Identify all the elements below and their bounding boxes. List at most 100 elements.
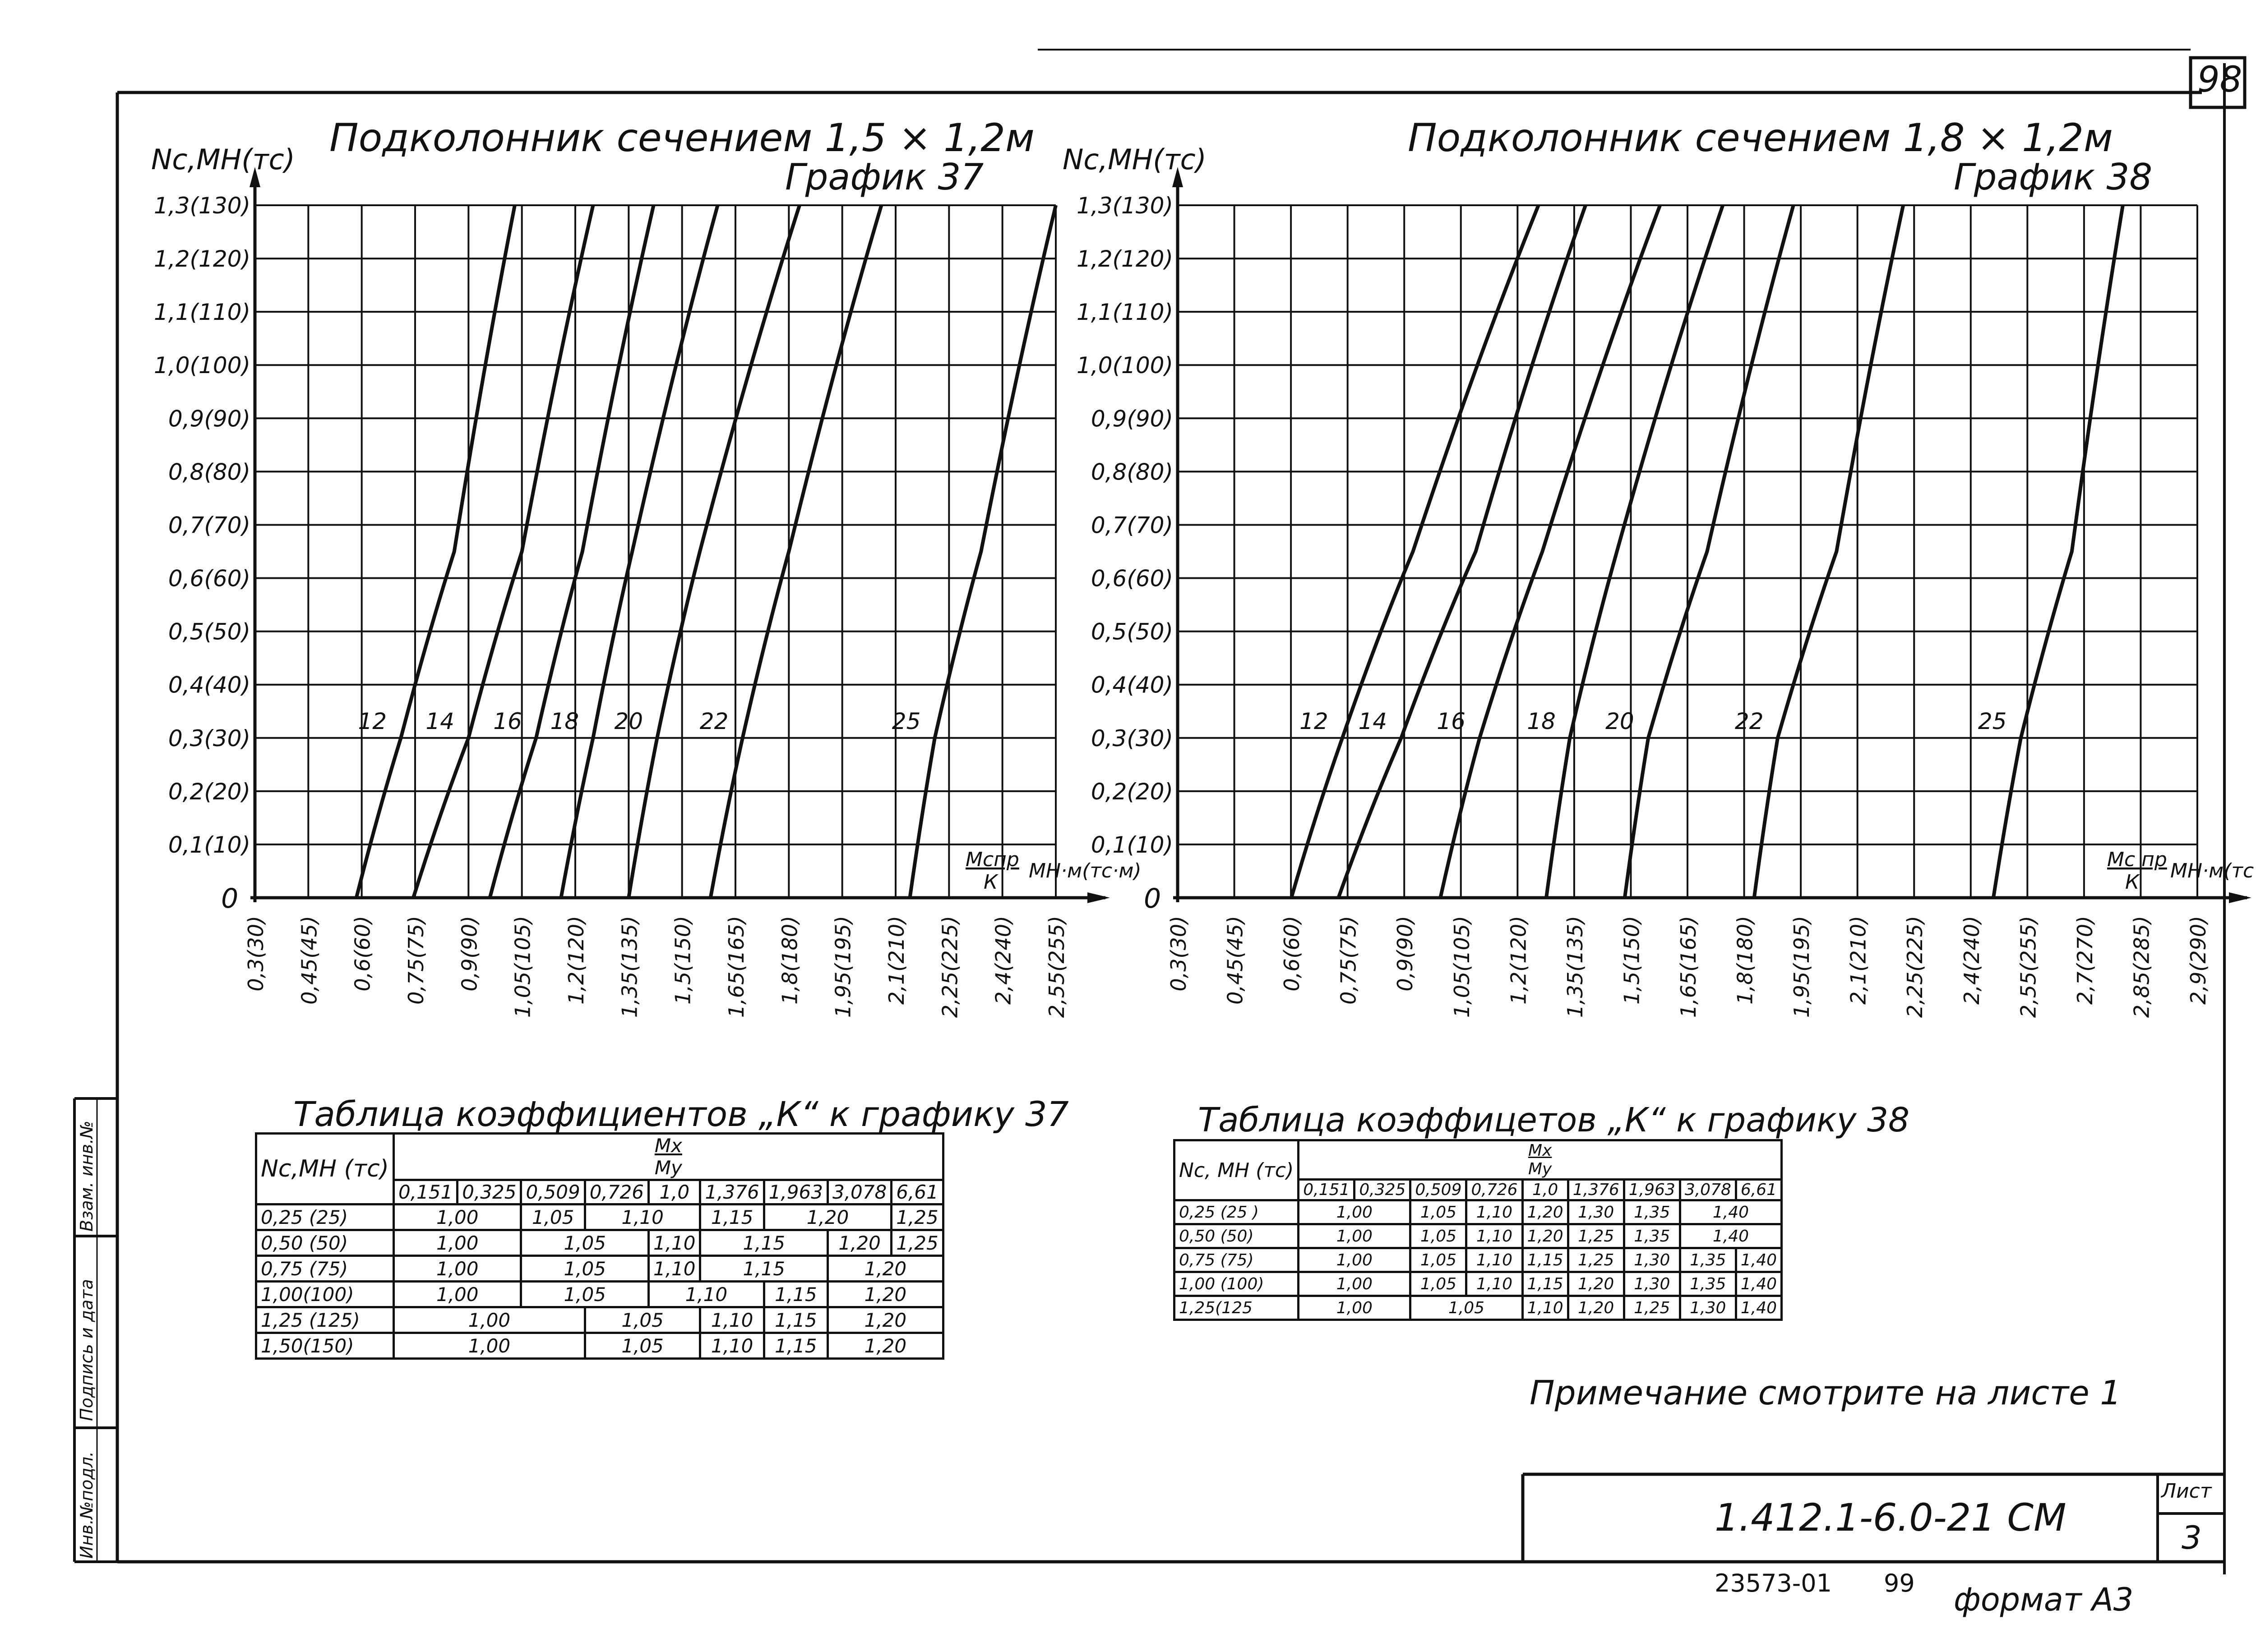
page-number: 98 (2197, 60, 2242, 100)
coefficient-cell: 1,40 (1678, 1199, 1783, 1225)
x-axis-arrow (2229, 892, 2251, 903)
coefficient-cell: 1,15 (699, 1229, 829, 1257)
coefficient-cell: 1,20 (826, 1255, 944, 1283)
x-tick-label: 1,05(105) (1450, 916, 1474, 1018)
y-tick-label: 0,2(20) (168, 779, 250, 805)
x-tick-label: 0,9(90) (457, 916, 481, 992)
x-tick-label: 2,25(225) (938, 916, 962, 1018)
table-38-caption: Таблица коэффицетов „К“ к графику 38 (1198, 1101, 1910, 1140)
coefficient-cell: 1,05 (520, 1229, 650, 1257)
curve-12 (1290, 204, 1540, 899)
y-tick-label: 0,9(90) (1091, 406, 1173, 432)
y-tick-label: 0,1(10) (1091, 832, 1173, 858)
column-header: 1,963 (1623, 1178, 1681, 1201)
coefficient-cell: 1,10 (699, 1306, 765, 1334)
coefficient-cell: 1,05 (1409, 1271, 1468, 1297)
coefficient-cell: 1,30 (1623, 1271, 1681, 1297)
coefficient-cell: 1,20 (826, 1229, 893, 1257)
chart-subtitle: График 38 (1954, 156, 2152, 198)
column-header: 0,509 (520, 1179, 586, 1205)
curve-label-16: 16 (1437, 708, 1465, 734)
x-tick-label: 0,9(90) (1393, 916, 1417, 992)
x-tick-label: 1,2(120) (1506, 916, 1530, 1005)
coefficient-cell: 1,35 (1678, 1247, 1737, 1273)
coefficient-cell: 1,10 (647, 1229, 702, 1257)
coefficient-cell: 1,40 (1734, 1295, 1783, 1321)
y-axis-label: Nс,МН(тс) (1063, 143, 1207, 176)
column-header: 3,078 (826, 1179, 893, 1205)
y-tick-label: 0,7(70) (1091, 512, 1173, 538)
coefficient-cell: 1,40 (1678, 1223, 1783, 1249)
x-tick-label: 0,45(45) (1223, 916, 1248, 1005)
x-tick-label: 1,35(135) (617, 916, 642, 1018)
row-label: 0,75 (75) (255, 1255, 395, 1283)
coefficient-cell: 1,00 (1297, 1271, 1412, 1297)
coefficient-cell: 1,05 (520, 1280, 650, 1308)
coefficient-cell: 1,15 (763, 1280, 829, 1308)
coefficient-cell: 1,20 (826, 1280, 944, 1308)
x-tick-label: 2,1(210) (884, 916, 909, 1005)
x-tick-label: 1,5(150) (671, 916, 695, 1005)
x-tick-label: 1,8(180) (1733, 916, 1757, 1005)
chart-title: Подколонник сечением 1,8 × 1,2м (1408, 115, 2113, 161)
column-header: 0,509 (1409, 1178, 1468, 1201)
curve-label-22: 22 (700, 708, 729, 734)
coefficient-cell: 1,40 (1734, 1271, 1783, 1297)
column-header: 0,325 (1353, 1178, 1412, 1201)
y-tick-label: 1,3(130) (154, 193, 250, 219)
curve-22 (1752, 205, 1905, 898)
y-tick-label: 1,2(120) (1077, 246, 1173, 272)
coefficient-cell: 1,40 (1734, 1247, 1783, 1273)
coefficient-cell: 1,30 (1623, 1247, 1681, 1273)
y-tick-label: 0,3(30) (1091, 725, 1173, 752)
table-row: 0,25 (25) 1,00 1,05 1,10 1,15 1,20 1,25 (255, 1203, 944, 1231)
x-tick-label: 0,6(60) (1280, 916, 1304, 992)
table-row: 0,75 (75) 1,00 1,05 1,10 1,15 1,20 (255, 1255, 944, 1283)
y-tick-label: 0,8(80) (1091, 459, 1173, 485)
curve-22 (708, 204, 883, 898)
column-header: 1,963 (763, 1179, 829, 1205)
y-tick-label: 1,1(110) (1077, 299, 1173, 325)
x-axis-label-denominator: К (984, 871, 999, 894)
coefficient-cell: 1,25 (890, 1229, 944, 1257)
coefficient-cell: 1,15 (763, 1306, 829, 1334)
coefficient-cell: 1,20 (1567, 1295, 1625, 1321)
coefficient-cell: 1,35 (1623, 1199, 1681, 1225)
curve-25 (908, 205, 1058, 898)
archive-page: 99 (1884, 1569, 1915, 1597)
x-tick-label: 2,4(240) (1960, 916, 1984, 1005)
y-tick-label: 0,6(60) (168, 566, 250, 592)
note-text: Примечание смотрите на листе 1 (1530, 1374, 2122, 1412)
coefficient-cell: 1,20 (1567, 1271, 1625, 1297)
mx-label: Мх (1528, 1141, 1552, 1160)
row-label: 0,25 (25) (255, 1203, 395, 1231)
curve-label-25: 25 (892, 708, 921, 734)
x-axis-label-numerator: Мспр (966, 848, 1019, 871)
coefficient-cell: 1,10 (583, 1203, 702, 1231)
mx-label: Мх (654, 1135, 682, 1157)
column-header: 1,376 (1567, 1178, 1625, 1201)
y-tick-label: 0,4(40) (1091, 672, 1173, 698)
x-tick-label: 2,25(225) (1903, 916, 1927, 1018)
coefficient-cell: 1,10 (1465, 1199, 1524, 1225)
x-tick-label: 0,45(45) (297, 916, 321, 1005)
y-axis-arrow (1172, 167, 1183, 187)
coefficient-cell: 1,05 (1409, 1223, 1468, 1249)
table-row: 0,75 (75) 1,00 1,05 1,10 1,15 1,25 1,30 1,35 1,4… (1173, 1247, 1783, 1273)
curve-20 (1623, 204, 1795, 898)
coefficient-cell: 1,15 (763, 1332, 829, 1360)
curve-16 (488, 205, 656, 899)
x-tick-label: 2,9(290) (2186, 916, 2210, 1005)
y-tick-label: 0,3(30) (168, 725, 250, 752)
x-tick-label: 2,1(210) (1846, 916, 1871, 1005)
format-label: формат А3 (1954, 1581, 2134, 1618)
table-row: 1,25(125 1,00 1,05 1,10 1,20 1,25 1,30 1,40 (1173, 1295, 1783, 1321)
y-tick-label: 0,6(60) (1091, 566, 1173, 592)
curve-label-18: 18 (550, 708, 579, 734)
coefficient-cell: 1,05 (583, 1332, 702, 1360)
x-tick-label: 2,55(255) (2016, 916, 2040, 1018)
sheet-number: 3 (2182, 1519, 2202, 1556)
coefficient-cell: 1,35 (1678, 1271, 1737, 1297)
